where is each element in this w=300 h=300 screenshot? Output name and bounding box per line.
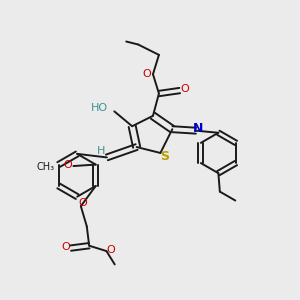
Text: O: O — [181, 84, 189, 94]
Text: CH₃: CH₃ — [37, 162, 55, 172]
Text: O: O — [142, 69, 151, 79]
Text: HO: HO — [91, 103, 108, 113]
Text: N: N — [193, 122, 204, 135]
Text: O: O — [63, 160, 72, 170]
Text: S: S — [160, 150, 169, 163]
Text: H: H — [98, 146, 106, 156]
Text: O: O — [78, 198, 87, 208]
Text: O: O — [61, 242, 70, 252]
Text: O: O — [106, 244, 115, 255]
